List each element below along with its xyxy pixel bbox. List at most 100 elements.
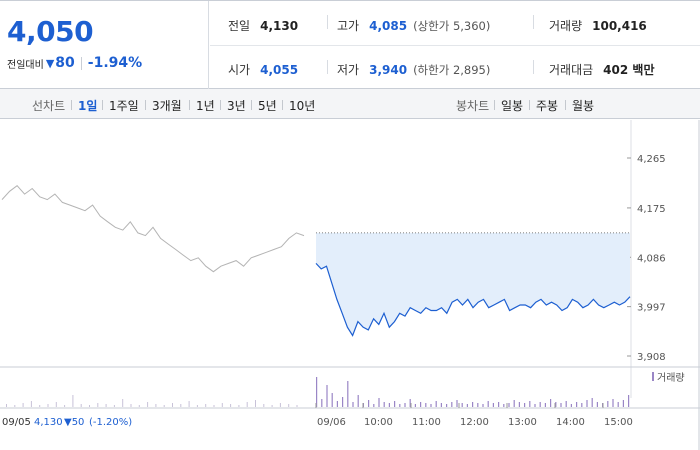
divider [533, 60, 534, 74]
volume-bar [420, 402, 422, 407]
divider [210, 45, 700, 46]
x-tick-label: 15:00 [604, 417, 633, 428]
volume-bar [97, 403, 99, 407]
volume-bar [368, 400, 370, 407]
stat-label: 시가 [228, 63, 251, 77]
lower-limit: (하한가 2,895) [413, 63, 491, 77]
divider [102, 100, 103, 110]
volume-bar [288, 404, 290, 407]
volume-bar [560, 403, 562, 407]
volume-bar [55, 402, 57, 407]
volume-bar [230, 404, 232, 407]
volume-bar [544, 403, 546, 407]
divider [565, 100, 566, 110]
volume-bar [122, 399, 124, 407]
volume-bar [138, 405, 140, 407]
divider [251, 100, 252, 110]
volume-bar [347, 381, 349, 407]
volume-bar [581, 403, 583, 407]
stat-value: 3,940 [369, 63, 408, 77]
price-summary: 4,050 전일대비 ▼ 80 -1.94% [0, 1, 209, 89]
volume-legend-label: 거래량 [657, 372, 685, 384]
stat-low: 저가 3,940 (하한가 2,895) [337, 61, 490, 78]
volume-bar [316, 377, 318, 407]
y-tick-label: 4,265 [637, 154, 666, 165]
price-chart: 4,265 4,175 4,086 3,997 3,908 거래량 09/06 10:00… [0, 120, 700, 450]
volume-bar [472, 402, 474, 407]
volume-bar [591, 398, 593, 407]
volume-bar [279, 403, 281, 407]
volume-bar [492, 403, 494, 407]
volume-bar [570, 404, 572, 407]
volume-bar [456, 400, 458, 407]
prev-change-percent: (-1.20%) [89, 417, 132, 428]
stat-prev-close: 전일 4,130 [228, 17, 298, 34]
prev-day-series-line [1, 185, 305, 273]
tab-candle-weekly[interactable]: 주봉 [536, 99, 559, 113]
tab-period-10y[interactable]: 10년 [289, 99, 316, 113]
volume-bar [336, 401, 338, 407]
volume-bar [414, 404, 416, 407]
volume-bar [508, 403, 510, 407]
volume-bar [263, 404, 265, 407]
volume-bar [446, 404, 448, 407]
stat-value: 4,055 [260, 63, 299, 77]
volume-bar [326, 385, 328, 407]
y-tick-label: 4,086 [637, 253, 666, 264]
tab-period-1d[interactable]: 1일 [78, 99, 98, 113]
volume-bar [555, 402, 557, 407]
volume-bar [271, 405, 273, 407]
volume-bar [628, 395, 630, 407]
x-tick-label: 10:00 [364, 417, 393, 428]
divider [327, 15, 328, 29]
volume-bar [388, 403, 390, 407]
volume-bar [477, 403, 479, 407]
volume-bar [30, 401, 32, 407]
volume-bar [357, 395, 359, 407]
volume-bar [399, 404, 401, 407]
volume-bar [565, 401, 567, 407]
volume-bar [213, 405, 215, 407]
tab-period-3m[interactable]: 3개월 [152, 99, 182, 113]
volume-bar [331, 393, 333, 407]
divider [220, 100, 221, 110]
volume-bar [80, 404, 82, 407]
volume-bar [409, 399, 411, 407]
volume-bar [205, 404, 207, 407]
volume-bar [113, 405, 115, 407]
volume-bar [352, 402, 354, 407]
today-fill-area [316, 232, 630, 336]
tab-candle-monthly[interactable]: 월봉 [572, 99, 595, 113]
volume-bar [172, 403, 173, 407]
tab-period-1y[interactable]: 1년 [196, 99, 215, 113]
stat-value: 4,130 [260, 19, 299, 33]
volume-bar [617, 402, 619, 407]
volume-bar [482, 404, 484, 407]
prev-date: 09/05 [2, 417, 31, 428]
prev-close-value: 4,130 [34, 417, 63, 428]
tab-period-5y[interactable]: 5년 [258, 99, 277, 113]
divider [327, 60, 328, 74]
divider [282, 100, 283, 110]
volume-bar [22, 403, 24, 407]
volume-bar [487, 401, 489, 407]
stat-label: 거래량 [549, 19, 583, 33]
volume-bar [622, 400, 624, 407]
stat-trade-amount: 거래대금 402 백만 [549, 61, 654, 78]
chart-grid [0, 120, 700, 450]
today-line [315, 232, 631, 337]
volume-bar [612, 399, 614, 407]
volume-bar [47, 404, 49, 407]
volume-bar [586, 400, 588, 407]
divider [529, 100, 530, 110]
volume-bar [461, 403, 463, 407]
volume-bar [550, 399, 552, 407]
stat-open: 시가 4,055 [228, 61, 298, 78]
volume-bar [430, 404, 432, 407]
tab-period-1w[interactable]: 1주일 [109, 99, 139, 113]
tab-period-3y[interactable]: 3년 [227, 99, 246, 113]
stat-value: 402 백만 [603, 63, 655, 77]
tab-candle-daily[interactable]: 일봉 [501, 99, 524, 113]
volume-bar [607, 401, 609, 407]
volume-bar [518, 402, 520, 407]
